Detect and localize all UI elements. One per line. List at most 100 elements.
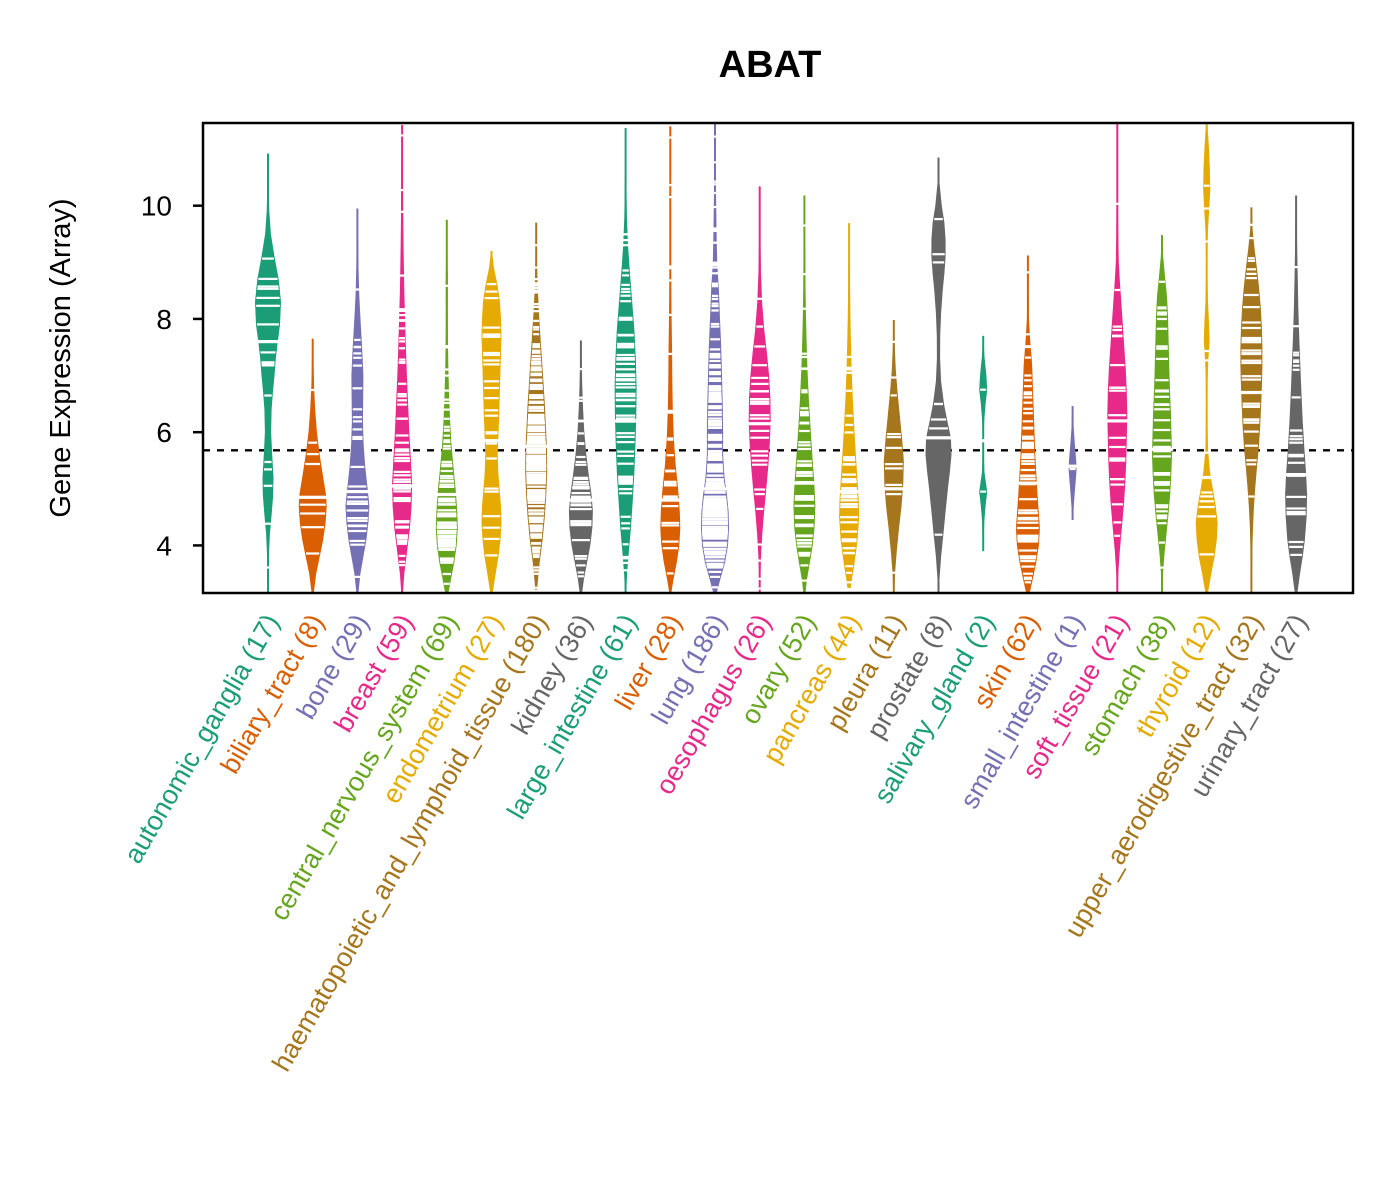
violin-data-tick xyxy=(437,534,457,537)
violin-body xyxy=(1240,207,1263,593)
violin-data-tick xyxy=(394,457,410,460)
violin-data-tick xyxy=(533,266,540,269)
violin-data-tick xyxy=(1024,271,1031,274)
violin-data-tick xyxy=(526,468,547,471)
violin-data-tick xyxy=(794,515,814,518)
violin-data-tick xyxy=(1021,565,1035,568)
violin-data-tick xyxy=(531,351,541,354)
violin-data-tick xyxy=(841,480,857,483)
violin-data-tick xyxy=(707,465,723,468)
violin-data-tick xyxy=(533,282,540,285)
violin-data-tick xyxy=(1243,430,1259,433)
violin-data-tick xyxy=(527,498,545,501)
violin-data-tick xyxy=(393,490,411,493)
violin-data-tick xyxy=(932,253,945,256)
violin-data-tick xyxy=(570,504,592,507)
violin-data-tick xyxy=(1020,478,1036,481)
violin-mean-line xyxy=(793,481,816,485)
violin-data-tick xyxy=(1288,453,1304,456)
violin-data-tick xyxy=(577,442,585,445)
violin-data-tick xyxy=(533,305,540,309)
violin-data-tick xyxy=(1024,374,1032,377)
violin-data-tick xyxy=(1023,393,1033,396)
violin-data-tick xyxy=(528,519,544,522)
violin-data-tick xyxy=(527,491,546,494)
violin-data-tick xyxy=(526,477,546,480)
violin-data-tick xyxy=(1248,257,1255,260)
violin-data-tick xyxy=(845,423,854,426)
violin-data-tick xyxy=(840,499,858,502)
violin-data-tick xyxy=(840,521,858,524)
violin-data-tick xyxy=(576,564,586,567)
violin-data-tick xyxy=(703,497,727,500)
violin-data-tick xyxy=(1154,408,1170,411)
violin-data-tick xyxy=(485,432,498,435)
violin-data-tick xyxy=(393,487,411,490)
violin-data-tick xyxy=(526,471,547,474)
violin-data-tick xyxy=(708,389,722,392)
violin-mean-line xyxy=(978,439,988,443)
violin-data-tick xyxy=(1020,474,1036,477)
violin-data-tick xyxy=(1286,513,1306,516)
violin-data-tick xyxy=(533,310,540,313)
violin-data-tick xyxy=(1114,534,1121,537)
violin-data-tick xyxy=(1109,457,1126,460)
violin-data-tick xyxy=(484,487,499,490)
violin-data-tick xyxy=(702,529,728,532)
violin-data-tick xyxy=(756,507,764,510)
violin-soft_tissue xyxy=(1105,123,1129,593)
violin-data-tick xyxy=(1289,435,1303,438)
violin-data-tick xyxy=(533,569,540,572)
violin-data-tick xyxy=(712,183,718,186)
violin-data-tick xyxy=(482,335,501,338)
violin-data-tick xyxy=(1156,517,1168,520)
violin-mean-line xyxy=(1105,419,1129,423)
violin-data-tick xyxy=(393,470,411,473)
violin-data-tick xyxy=(396,540,408,543)
violin-data-tick xyxy=(348,485,367,488)
violin-data-tick xyxy=(707,458,723,461)
violin-data-tick xyxy=(484,414,499,417)
violin-data-tick xyxy=(532,554,540,557)
violin-data-tick xyxy=(577,399,584,402)
violin-data-tick xyxy=(529,396,544,400)
violin-ovary xyxy=(793,195,816,593)
violin-data-tick xyxy=(664,480,677,483)
violin-data-tick xyxy=(527,493,546,496)
violin-data-tick xyxy=(529,394,544,397)
violin-data-tick xyxy=(526,440,546,443)
violin-data-tick xyxy=(1020,560,1036,563)
violin-data-tick xyxy=(573,476,589,479)
violin-data-tick xyxy=(662,505,679,508)
violin-data-tick xyxy=(1241,338,1262,342)
violin-data-tick xyxy=(439,557,454,560)
violin-data-tick xyxy=(442,447,451,450)
violin-data-tick xyxy=(794,495,814,498)
violin-data-tick xyxy=(1024,345,1031,348)
violin-data-tick xyxy=(1156,510,1168,513)
y-axis-tick-label: 6 xyxy=(156,417,172,448)
violin-data-tick xyxy=(1200,495,1214,498)
violin-data-tick xyxy=(443,389,450,392)
violin-data-tick xyxy=(615,386,636,389)
violin-data-tick xyxy=(256,296,280,299)
violin-data-tick xyxy=(265,566,271,569)
violin-data-tick xyxy=(702,518,728,521)
violin-body xyxy=(1152,235,1172,593)
violin-data-tick xyxy=(615,399,636,402)
violin-data-tick xyxy=(667,438,674,441)
violin-data-tick xyxy=(707,445,723,448)
violin-data-tick xyxy=(441,463,453,466)
violin-data-tick xyxy=(527,501,545,504)
violin-data-tick xyxy=(574,555,588,558)
violin-data-tick xyxy=(443,417,450,420)
violin-data-tick xyxy=(702,527,728,530)
violin-data-tick xyxy=(485,290,498,293)
violin-data-tick xyxy=(615,373,636,376)
violin-data-tick xyxy=(1159,541,1165,544)
violin-data-tick xyxy=(1248,237,1255,240)
violin-data-tick xyxy=(621,283,630,286)
violin-data-tick xyxy=(615,392,636,395)
violin-data-tick xyxy=(1290,553,1302,556)
